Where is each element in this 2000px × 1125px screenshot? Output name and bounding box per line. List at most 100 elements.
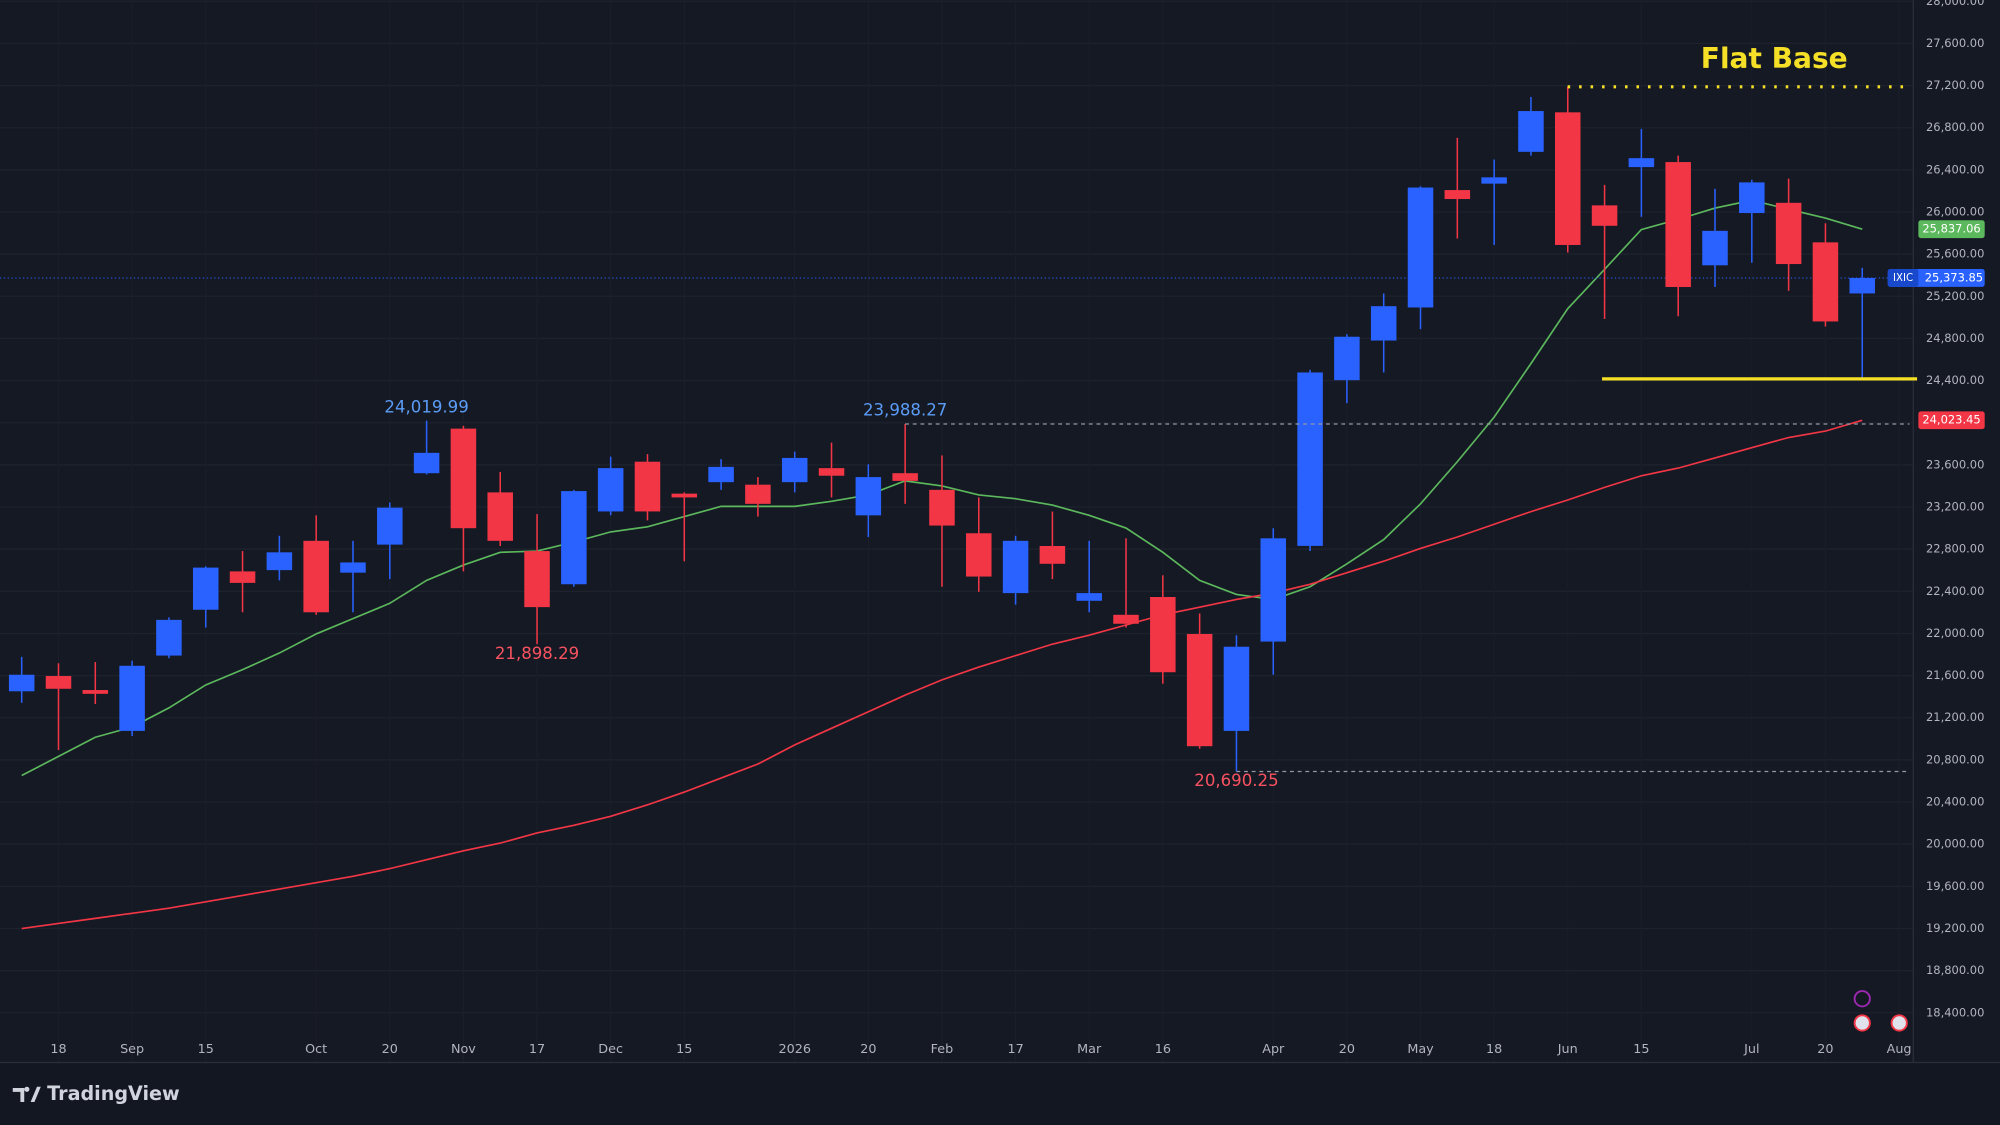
symbol-tag — [1887, 269, 1919, 287]
x-tick-label: 16 — [1155, 1042, 1171, 1057]
candle-body — [1002, 540, 1029, 594]
candle-body — [1518, 111, 1544, 152]
x-tick-label: Oct — [305, 1042, 327, 1057]
y-tick-label: 21,600.00 — [1926, 668, 1984, 682]
candle-body — [966, 533, 992, 577]
y-tick-label: 21,200.00 — [1926, 710, 1984, 724]
y-tick-label: 27,600.00 — [1926, 36, 1984, 50]
x-tick-label: Aug — [1887, 1042, 1912, 1057]
candle-body — [1555, 112, 1581, 245]
x-tick-label: 18 — [50, 1042, 66, 1057]
x-tick-label: 18 — [1486, 1042, 1502, 1057]
candle-body — [818, 468, 845, 476]
candle-body — [340, 562, 366, 573]
y-tick-label: 20,000.00 — [1926, 837, 1984, 851]
candle-body — [1407, 187, 1434, 308]
candle-body — [855, 477, 882, 516]
ma-price-label: 24,023.45 — [1922, 413, 1980, 427]
low-label: 21,898.29 — [495, 644, 579, 663]
candle-body — [1665, 162, 1691, 288]
candle-body — [929, 489, 955, 526]
x-tick-label: Apr — [1262, 1042, 1285, 1057]
x-tick-label: 20 — [1339, 1042, 1355, 1057]
y-tick-label: 19,200.00 — [1926, 921, 1984, 935]
candle-body — [1775, 202, 1802, 265]
x-tick-label: 17 — [529, 1042, 545, 1057]
candle-body — [1076, 593, 1102, 601]
x-tick-label: Feb — [931, 1042, 954, 1057]
y-tick-label: 25,200.00 — [1926, 289, 1984, 303]
x-tick-label: 20 — [382, 1042, 398, 1057]
high-label: 24,019.99 — [384, 397, 468, 416]
candle-body — [1849, 277, 1875, 294]
y-tick-label: 20,400.00 — [1926, 795, 1984, 809]
y-tick-label: 24,800.00 — [1926, 331, 1984, 345]
candle-body — [1150, 596, 1176, 673]
event-icon[interactable] — [1853, 990, 1871, 1008]
y-tick-label: 18,400.00 — [1926, 1005, 1984, 1019]
ma-price-label: 25,837.06 — [1922, 222, 1980, 236]
y-tick-label: 19,600.00 — [1926, 879, 1984, 893]
x-tick-label: 20 — [860, 1042, 876, 1057]
x-tick-label: Jun — [1557, 1042, 1578, 1057]
candle-body — [156, 619, 182, 656]
y-tick-label: 20,800.00 — [1926, 752, 1984, 766]
ma-price-tag — [1918, 220, 1985, 239]
footer-bar — [0, 1063, 2000, 1125]
y-tick-label: 23,600.00 — [1926, 457, 1984, 471]
candle-body — [1444, 190, 1471, 200]
candle-body — [708, 466, 734, 483]
y-tick-label: 26,000.00 — [1926, 204, 1984, 218]
candle-body — [1186, 633, 1213, 747]
plot-area — [0, 86, 1914, 930]
candle-body — [45, 676, 72, 689]
brand-logo — [12, 1086, 41, 1103]
x-tick-label: 17 — [1007, 1042, 1023, 1057]
candle-body — [8, 674, 35, 692]
y-tick-label: 25,600.00 — [1926, 247, 1984, 261]
y-tick-label: 26,800.00 — [1926, 120, 1984, 134]
x-tick-label: 15 — [198, 1042, 214, 1057]
x-tick-label: May — [1407, 1042, 1434, 1057]
candle-body — [1334, 336, 1360, 381]
candle-body — [1039, 546, 1066, 564]
event-icon[interactable] — [1853, 1014, 1871, 1032]
y-tick-label: 18,800.00 — [1926, 963, 1984, 977]
x-tick-label: Jul — [1743, 1042, 1759, 1057]
candle-body — [524, 551, 550, 608]
candle-body — [487, 492, 513, 541]
x-tick-label: 15 — [1633, 1042, 1649, 1057]
candle-body — [781, 457, 808, 483]
candle-body — [450, 428, 477, 529]
high-label: 23,988.27 — [863, 401, 947, 420]
candle-body — [1370, 306, 1397, 341]
y-tick-label: 22,400.00 — [1926, 584, 1984, 598]
candle-body — [561, 491, 587, 585]
x-tick-label: Mar — [1077, 1042, 1102, 1057]
candle-body — [1591, 205, 1618, 226]
candle-body — [1628, 158, 1655, 168]
candle-body — [303, 540, 329, 613]
candle-body — [1481, 177, 1507, 184]
candle-body — [82, 690, 109, 694]
low-label: 20,690.25 — [1194, 771, 1278, 790]
x-tick-label: 20 — [1817, 1042, 1833, 1057]
x-tick-label: 15 — [676, 1042, 692, 1057]
y-tick-label: 26,400.00 — [1926, 162, 1984, 176]
x-tick-label: Nov — [451, 1042, 476, 1057]
event-icon[interactable] — [1890, 1014, 1908, 1032]
candle-body — [1702, 230, 1728, 266]
last-price-label: 25,373.85 — [1925, 270, 1983, 284]
candle-body — [1260, 538, 1287, 642]
symbol-name: IXIC — [1893, 273, 1913, 284]
candle-body — [192, 567, 219, 610]
candle-body — [597, 468, 624, 512]
flat-base-label: Flat Base — [1701, 42, 1848, 75]
candle-body — [1812, 242, 1839, 322]
candle-body — [266, 552, 293, 571]
candle-body — [413, 452, 440, 474]
candle-body — [671, 493, 698, 498]
candle-body — [892, 473, 918, 481]
